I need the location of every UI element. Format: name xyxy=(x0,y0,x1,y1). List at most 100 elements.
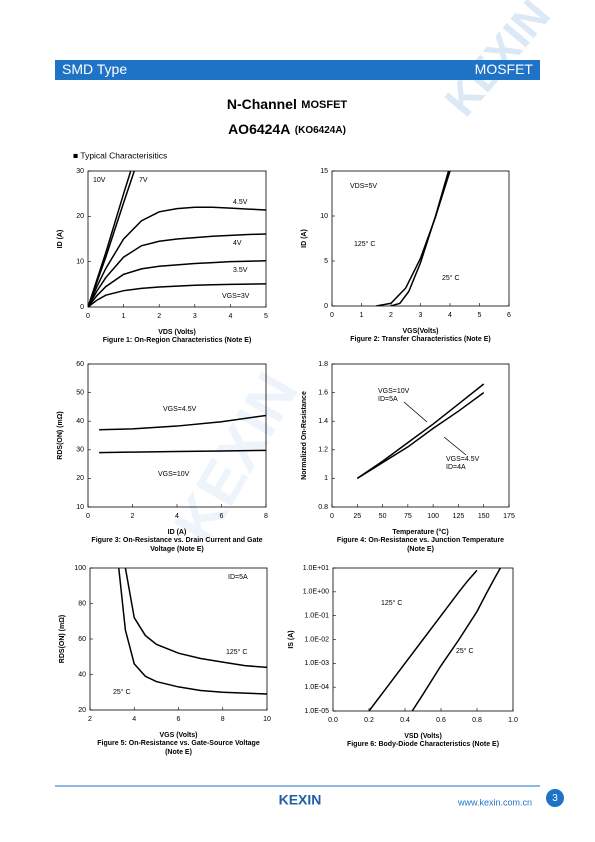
figure-caption: (Note E) xyxy=(407,546,434,553)
data-line xyxy=(88,171,135,307)
x-axis-label: Temperature (°C) xyxy=(392,528,448,536)
y-tick-label: 0 xyxy=(80,304,84,311)
x-tick-label: 6 xyxy=(220,513,224,520)
series-note: ID=4A xyxy=(446,464,466,471)
y-tick-label: 1.2 xyxy=(318,447,328,454)
chart: 0 25 50 75 100 125 150 175 0.8 1 1.2 1.4 1.6 1.8 Tempe… xyxy=(301,361,515,553)
figure-caption: (Note E) xyxy=(165,749,192,756)
x-tick-label: 25 xyxy=(353,513,361,520)
page-badge xyxy=(546,789,564,807)
header-bar xyxy=(55,60,540,80)
figure-caption: Figure 1: On-Region Characteristics (Not… xyxy=(103,337,252,344)
x-tick-label: 3 xyxy=(419,312,423,319)
part-number: AO6424A (KO6424A) xyxy=(228,121,346,139)
figure-caption: Figure 3: On-Resistance vs. Drain Curren… xyxy=(91,537,262,544)
x-tick-label: 0.0 xyxy=(328,717,338,724)
figure-caption: Figure 6: Body-Diode Characteristics (No… xyxy=(347,741,499,748)
annotation: ID=5A xyxy=(228,574,248,581)
x-tick-label: 0.4 xyxy=(400,717,410,724)
page-number: 3 xyxy=(552,793,558,804)
series-label: 125° C xyxy=(354,240,375,248)
x-tick-label: 0.6 xyxy=(436,717,446,724)
y-axis-label: ID (A) xyxy=(57,230,64,249)
x-tick-label: 4 xyxy=(175,513,179,520)
x-axis-label: VSD (Volts) xyxy=(404,733,442,740)
data-line xyxy=(88,206,266,307)
series-label: 25° C xyxy=(113,688,131,696)
y-tick-label: 80 xyxy=(78,600,86,607)
x-tick-label: 150 xyxy=(478,513,490,520)
x-tick-label: 6 xyxy=(507,312,511,319)
series-label: 3.5V xyxy=(233,267,248,274)
x-tick-label: 175 xyxy=(503,513,515,520)
y-tick-label: 1.8 xyxy=(318,361,328,368)
y-tick-label: 1.0E+00 xyxy=(303,589,329,596)
y-tick-label: 40 xyxy=(78,671,86,678)
series-label: VGS=3V xyxy=(222,293,250,300)
y-tick-label: 1.0E-05 xyxy=(304,708,329,715)
x-tick-label: 4 xyxy=(228,313,232,320)
series-label: 4.5V xyxy=(233,199,248,206)
y-tick-label: 60 xyxy=(76,361,84,368)
plot-frame xyxy=(87,170,267,308)
x-tick-label: 50 xyxy=(379,513,387,520)
series-label: VGS=10V xyxy=(378,388,410,395)
data-line xyxy=(356,391,485,480)
x-tick-label: 2 xyxy=(88,716,92,723)
x-tick-label: 0 xyxy=(330,312,334,319)
y-tick-label: 1.0E+01 xyxy=(303,565,329,572)
y-tick-label: 20 xyxy=(78,707,86,714)
x-axis-label: ID (A) xyxy=(168,529,187,536)
series-label: VGS=4.5V xyxy=(163,406,197,413)
series-label: VGS=10V xyxy=(158,471,190,478)
data-line xyxy=(88,233,266,307)
x-tick-label: 1 xyxy=(360,312,364,319)
plot-frame xyxy=(331,170,510,307)
series-label: 25° C xyxy=(442,274,460,282)
section-title: ■ Typical Characterisitics xyxy=(73,150,167,160)
x-tick-label: 1 xyxy=(122,313,126,320)
y-axis-label: RDS(ON) (mΩ) xyxy=(59,615,66,663)
series-note: ID=5A xyxy=(378,396,398,403)
x-tick-label: 1.0 xyxy=(508,717,518,724)
plot-frame xyxy=(331,363,510,508)
header-right: MOSFET xyxy=(475,61,534,77)
x-tick-label: 6 xyxy=(177,716,181,723)
pointer xyxy=(443,436,467,456)
figure-caption: Figure 2: Transfer Characteristics (Note… xyxy=(350,336,490,343)
header-left: SMD Type xyxy=(62,61,127,77)
y-axis-label: ID (A) xyxy=(301,229,308,248)
y-tick-label: 10 xyxy=(76,504,84,511)
y-tick-label: 30 xyxy=(76,447,84,454)
x-axis-label: VGS(Volts) xyxy=(402,328,438,335)
series-label: 25° C xyxy=(456,647,474,655)
x-tick-label: 100 xyxy=(427,513,439,520)
x-tick-label: 0 xyxy=(86,513,90,520)
data-line xyxy=(99,449,266,454)
data-line xyxy=(99,414,266,431)
y-tick-label: 1.6 xyxy=(318,389,328,396)
y-tick-label: 20 xyxy=(76,213,84,220)
x-tick-label: 0.2 xyxy=(364,717,374,724)
series-label: 125° C xyxy=(381,599,402,607)
figure-caption: Figure 5: On-Resistance vs. Gate-Source … xyxy=(97,740,260,747)
part-main: AO6424A xyxy=(228,121,290,137)
x-tick-label: 0 xyxy=(86,313,90,320)
watermark: KEXIN xyxy=(161,362,311,554)
chart: 2 4 6 8 10 20 40 60 80 100 VGS (Volts) RDS(ON) (mΩ)… xyxy=(59,565,271,756)
y-tick-label: 1.0E-02 xyxy=(304,636,329,643)
y-tick-label: 1.0E-04 xyxy=(304,684,329,691)
y-axis-label: RDS(ON) (mΩ) xyxy=(57,411,64,459)
y-tick-label: 10 xyxy=(76,259,84,266)
figure-caption: Figure 4: On-Resistance vs. Junction Tem… xyxy=(337,537,504,544)
data-line xyxy=(368,569,478,711)
x-tick-label: 8 xyxy=(264,513,268,520)
y-tick-label: 10 xyxy=(320,213,328,220)
data-line xyxy=(88,171,132,307)
series-label: 7V xyxy=(139,177,148,184)
doc-title: N-Channel MOSFET xyxy=(227,96,348,114)
title-suffix: MOSFET xyxy=(301,99,347,111)
x-tick-label: 4 xyxy=(448,312,452,319)
series-label: 4V xyxy=(233,240,242,247)
y-tick-label: 5 xyxy=(324,258,328,265)
